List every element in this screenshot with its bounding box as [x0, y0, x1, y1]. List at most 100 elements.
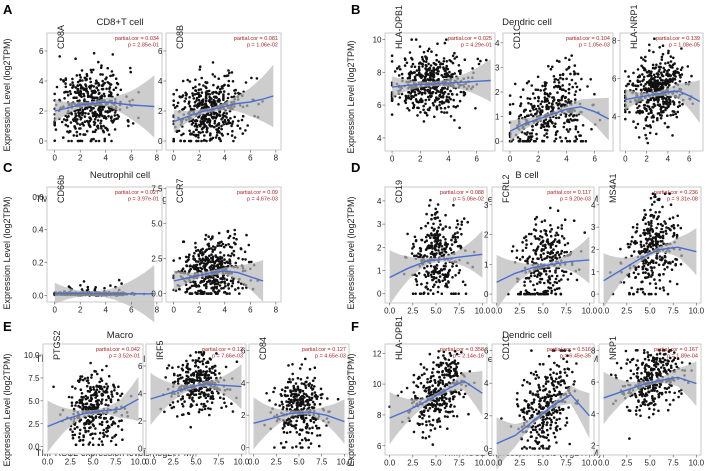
- data-point: [660, 114, 663, 117]
- data-point: [94, 396, 97, 399]
- data-point: [647, 105, 651, 109]
- data-point: [644, 222, 647, 226]
- data-point: [556, 78, 560, 82]
- data-point: [244, 81, 248, 84]
- data-point: [443, 41, 447, 45]
- data-point: [86, 94, 90, 97]
- data-point: [537, 292, 540, 296]
- data-point: [227, 254, 230, 257]
- data-point: [653, 78, 656, 82]
- data-point: [665, 100, 669, 103]
- data-point: [205, 292, 208, 295]
- data-point: [172, 92, 175, 96]
- data-point: [423, 273, 427, 277]
- data-point: [65, 119, 68, 122]
- data-point: [419, 226, 423, 230]
- data-point: [98, 380, 101, 384]
- data-point: [198, 83, 201, 86]
- data-point: [556, 226, 560, 229]
- data-point: [109, 74, 112, 78]
- data-point: [680, 73, 684, 76]
- data-point: [443, 86, 446, 90]
- x-tick-label: 0.0: [384, 307, 396, 316]
- data-point: [574, 98, 577, 101]
- data-point: [52, 385, 55, 389]
- data-point: [226, 132, 230, 136]
- data-point: [432, 270, 436, 274]
- data-point: [215, 279, 219, 283]
- data-point: [214, 111, 218, 115]
- data-point: [218, 90, 221, 94]
- data-point: [178, 288, 181, 291]
- data-point: [191, 94, 195, 97]
- data-point: [458, 126, 461, 130]
- data-point: [435, 270, 438, 274]
- data-point: [650, 269, 653, 272]
- data-point: [91, 393, 95, 397]
- data-point: [536, 88, 540, 92]
- data-point: [526, 259, 529, 263]
- data-point: [540, 109, 544, 112]
- x-tick-label: 6: [687, 155, 692, 164]
- data-point: [459, 90, 463, 94]
- data-point: [636, 290, 639, 294]
- data-point: [206, 243, 209, 246]
- data-point: [85, 129, 89, 133]
- data-point: [628, 79, 632, 83]
- data-point: [461, 280, 465, 284]
- data-point: [92, 388, 96, 391]
- data-point: [172, 99, 175, 102]
- data-point: [569, 72, 572, 76]
- data-point: [100, 97, 103, 100]
- data-point: [106, 81, 109, 84]
- x-tick-label: 8: [155, 154, 160, 163]
- data-point: [210, 115, 214, 119]
- data-point: [218, 241, 222, 244]
- y-tick-label: 0: [158, 137, 163, 146]
- data-point: [641, 218, 645, 221]
- data-point: [390, 60, 394, 63]
- x-tick-label: 2: [536, 155, 541, 164]
- data-point: [109, 398, 113, 402]
- data-point: [653, 37, 656, 40]
- data-point: [540, 292, 544, 296]
- data-point: [458, 244, 462, 248]
- data-point: [652, 103, 656, 106]
- data-point: [430, 50, 433, 53]
- data-point: [524, 246, 528, 250]
- panel-letter: C: [3, 160, 13, 175]
- data-point: [435, 105, 439, 108]
- data-point: [422, 50, 426, 54]
- data-point: [424, 98, 428, 102]
- data-point: [250, 76, 253, 80]
- data-point: [529, 280, 532, 283]
- data-point: [642, 244, 646, 247]
- data-point: [466, 220, 470, 224]
- data-point: [540, 100, 544, 103]
- data-point: [556, 104, 560, 107]
- data-point: [657, 70, 661, 73]
- data-point: [452, 98, 456, 102]
- x-tick-label: 0: [623, 155, 628, 164]
- data-point: [552, 75, 556, 78]
- data-point: [235, 237, 238, 241]
- data-point: [451, 54, 455, 58]
- data-point: [105, 87, 108, 91]
- data-point: [419, 249, 423, 253]
- data-point: [638, 104, 641, 108]
- y-tick-label: 4: [591, 201, 596, 210]
- data-point: [451, 276, 454, 279]
- data-point: [229, 117, 232, 120]
- data-point: [440, 100, 444, 103]
- data-point: [204, 277, 207, 281]
- y-tick-label: 0: [495, 137, 500, 146]
- data-point: [428, 246, 432, 250]
- data-point: [181, 267, 185, 271]
- data-point: [662, 272, 665, 276]
- data-point: [82, 403, 85, 406]
- y-tick-label: 2: [158, 107, 163, 116]
- data-point: [632, 84, 635, 87]
- data-point: [88, 116, 91, 119]
- y-tick-label: 3: [591, 223, 596, 232]
